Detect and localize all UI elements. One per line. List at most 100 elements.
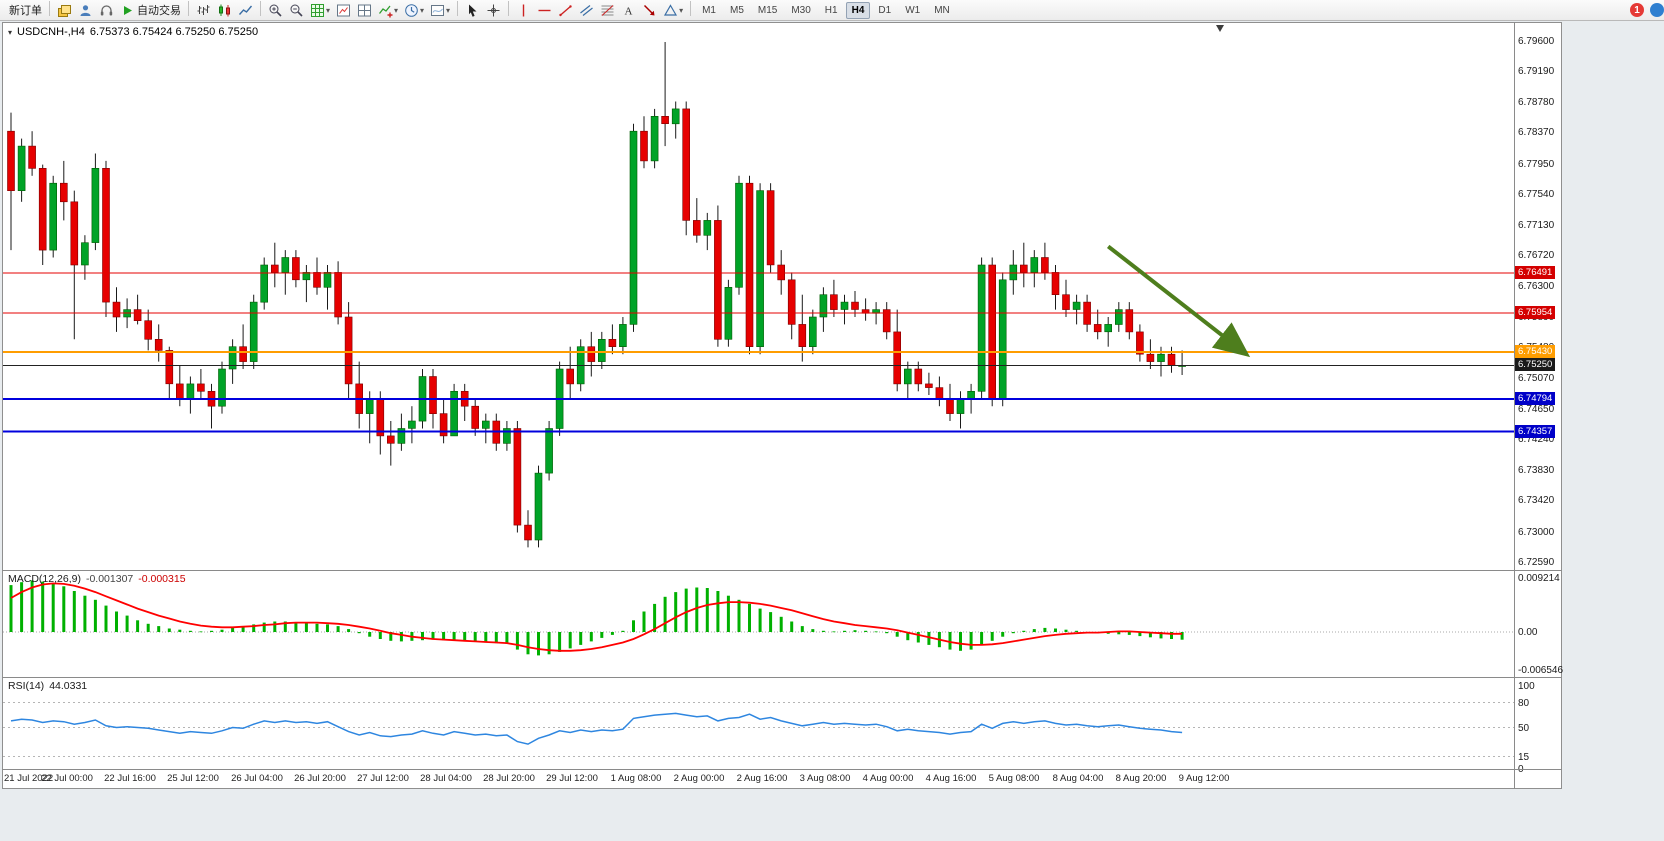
accounts-icon[interactable]	[75, 1, 96, 20]
horizontal-line-icon[interactable]	[534, 1, 555, 20]
crosshair-icon-icon	[486, 3, 501, 18]
time-axis-label: 1 Aug 08:00	[610, 773, 662, 784]
text-tool-icon[interactable]: A	[618, 1, 639, 20]
price-tick-label: 6.78370	[1518, 127, 1555, 138]
chat-icon[interactable]	[1650, 3, 1664, 17]
timeframe-button-M30[interactable]: M30	[791, 4, 811, 16]
time-axis-label: 2 Aug 00:00	[673, 773, 725, 784]
chart-window	[2, 22, 1562, 789]
rsi-tick-label: 80	[1518, 698, 1530, 709]
price-tick-label: 6.77950	[1518, 159, 1555, 170]
zoom-in-icon-icon	[268, 3, 283, 18]
chevron-down-icon: ▾	[394, 5, 399, 15]
fibonacci-icon-icon	[600, 3, 615, 18]
toolbar-separator	[188, 0, 189, 16]
timeframe-button-D1[interactable]: D1	[878, 4, 892, 16]
price-badge: 6.75954	[1515, 306, 1556, 319]
macd-indicator-plot[interactable]	[3, 571, 1514, 677]
price-badge: 6.75250	[1515, 358, 1556, 371]
tile-split-icon-icon	[357, 3, 372, 18]
chevron-down-icon: ▾	[420, 5, 425, 15]
candles-layer	[7, 42, 1186, 548]
grid-icon[interactable]: ▾	[307, 1, 333, 20]
notification-badge[interactable]: 1	[1630, 3, 1644, 17]
chart-menu-icon[interactable]: ▾	[8, 27, 13, 37]
trendline-icon-icon	[558, 3, 573, 18]
timeframe-button-M1[interactable]: M1	[702, 4, 716, 16]
add-indicator-icon-icon	[378, 3, 393, 18]
price-tick-label: 6.77130	[1518, 220, 1555, 231]
tile-split-icon[interactable]	[354, 1, 375, 20]
toolbar-separator	[457, 0, 459, 16]
zoom-out-icon[interactable]	[286, 1, 307, 20]
trendline-icon[interactable]	[555, 1, 576, 20]
chart-shift-marker[interactable]	[1216, 25, 1224, 32]
support-icon[interactable]	[96, 1, 117, 20]
horizontal-line-icon-icon	[537, 3, 552, 18]
macd-signal-line	[10, 582, 1183, 652]
label-tool-icon[interactable]	[639, 1, 660, 20]
rsi-panel-divider[interactable]	[2, 677, 1562, 678]
time-axis-label: 9 Aug 12:00	[1178, 773, 1230, 784]
tile-window-icon[interactable]	[333, 1, 354, 20]
timeframe-button-H1[interactable]: H1	[824, 4, 838, 16]
toolbar-separator	[260, 0, 261, 16]
candle-chart-icon-icon	[217, 3, 232, 18]
price-tick-label: 6.78780	[1518, 97, 1555, 108]
rsi-tick-label: 50	[1518, 723, 1530, 734]
time-axis-label: 21 Jul 2022	[4, 773, 54, 784]
macd-histogram-layer	[9, 580, 1184, 656]
time-axis-label: 3 Aug 08:00	[799, 773, 851, 784]
candle-chart-icon[interactable]	[214, 1, 235, 20]
timeframe-button-MN[interactable]: MN	[934, 4, 950, 16]
macd-tick-label: -0.006546	[1518, 665, 1564, 676]
snapshot-icon[interactable]: ▾	[427, 1, 453, 20]
period-clock-icon[interactable]: ▾	[401, 1, 427, 20]
horizontal-lines-layer	[3, 272, 1514, 433]
price-axis-divider	[1514, 22, 1515, 789]
main-chart-plot[interactable]	[3, 23, 1514, 570]
price-tick-label: 6.79190	[1518, 66, 1555, 77]
time-axis-label: 28 Jul 04:00	[420, 773, 472, 784]
autotrade-button[interactable]: 自动交易	[117, 1, 184, 20]
price-badge: 6.74357	[1515, 425, 1556, 438]
new-order-button[interactable]: 新订单	[9, 5, 42, 17]
price-tick-label: 6.76720	[1518, 250, 1555, 261]
macd-label: MACD(12,26,9) -0.001307 -0.000315	[8, 573, 186, 585]
timeframe-button-M15[interactable]: M15	[757, 4, 778, 16]
chart-stack-icon-icon	[57, 3, 72, 18]
symbol-period: USDCNH-,H4	[17, 26, 85, 38]
grid-icon-icon	[310, 3, 325, 18]
zoom-in-icon[interactable]	[265, 1, 286, 20]
time-axis-label: 8 Aug 20:00	[1115, 773, 1167, 784]
snapshot-icon-icon	[430, 3, 445, 18]
support-icon-icon	[99, 3, 114, 18]
chart-stack-icon[interactable]	[54, 1, 75, 20]
rsi-indicator-plot[interactable]	[3, 678, 1514, 769]
chevron-down-icon: ▾	[679, 5, 684, 15]
shapes-icon[interactable]: ▾	[660, 1, 686, 20]
chart-title: ▾ USDCNH-,H4 6.75373 6.75424 6.75250 6.7…	[8, 26, 258, 38]
macd-tick-label: 0.009214	[1518, 573, 1560, 584]
line-chart-icon[interactable]	[235, 1, 256, 20]
cursor-icon[interactable]	[462, 1, 483, 20]
add-indicator-icon[interactable]: ▾	[375, 1, 401, 20]
time-axis-label: 2 Aug 16:00	[736, 773, 788, 784]
trend-arrow[interactable]	[1106, 244, 1251, 358]
toolbar-separator	[49, 0, 50, 16]
time-axis-label: 22 Jul 00:00	[41, 773, 93, 784]
rsi-tick-label: 100	[1518, 681, 1535, 692]
rsi-line	[10, 712, 1183, 745]
timeframe-button-W1[interactable]: W1	[905, 4, 921, 16]
timeframe-button-M5[interactable]: M5	[729, 4, 744, 16]
macd-panel-divider[interactable]	[2, 570, 1562, 571]
fibonacci-icon[interactable]	[597, 1, 618, 20]
price-tick-label: 6.74650	[1518, 404, 1555, 415]
toolbar-separator	[508, 0, 510, 16]
timeframe-button-H4[interactable]: H4	[845, 1, 871, 19]
vertical-line-icon[interactable]	[513, 1, 534, 20]
channel-icon[interactable]	[576, 1, 597, 20]
time-axis-divider	[2, 769, 1562, 770]
crosshair-icon[interactable]	[483, 1, 504, 20]
bar-chart-icon[interactable]	[193, 1, 214, 20]
